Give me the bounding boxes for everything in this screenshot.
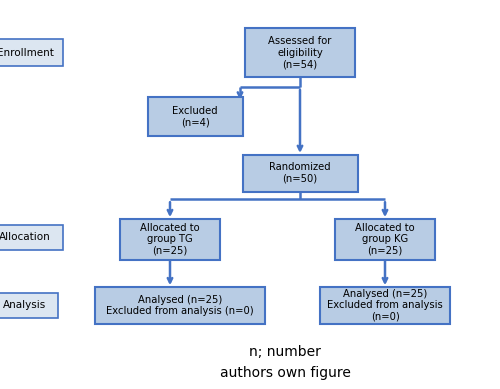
Text: Allocated to
group TG
(n=25): Allocated to group TG (n=25) — [140, 223, 200, 256]
FancyBboxPatch shape — [242, 155, 358, 191]
FancyBboxPatch shape — [120, 219, 220, 260]
Text: Excluded
(n=4): Excluded (n=4) — [172, 106, 218, 128]
Text: n; number: n; number — [249, 345, 321, 359]
FancyBboxPatch shape — [0, 293, 58, 318]
FancyBboxPatch shape — [95, 287, 265, 324]
FancyBboxPatch shape — [148, 97, 242, 136]
Text: Randomized
(n=50): Randomized (n=50) — [269, 162, 331, 184]
FancyBboxPatch shape — [335, 219, 435, 260]
FancyBboxPatch shape — [0, 225, 62, 250]
Text: Allocated to
group KG
(n=25): Allocated to group KG (n=25) — [355, 223, 415, 256]
Text: Analysis: Analysis — [4, 300, 46, 310]
Text: Enrollment: Enrollment — [0, 47, 54, 58]
Text: Allocation: Allocation — [0, 232, 51, 242]
Text: Analysed (n=25)
Excluded from analysis
(n=0): Analysed (n=25) Excluded from analysis (… — [327, 289, 443, 322]
FancyBboxPatch shape — [245, 28, 355, 77]
Text: Assessed for
eligibility
(n=54): Assessed for eligibility (n=54) — [268, 36, 332, 69]
FancyBboxPatch shape — [320, 287, 450, 324]
Text: Analysed (n=25)
Excluded from analysis (n=0): Analysed (n=25) Excluded from analysis (… — [106, 294, 254, 316]
Text: authors own figure: authors own figure — [220, 366, 350, 380]
FancyBboxPatch shape — [0, 39, 62, 66]
